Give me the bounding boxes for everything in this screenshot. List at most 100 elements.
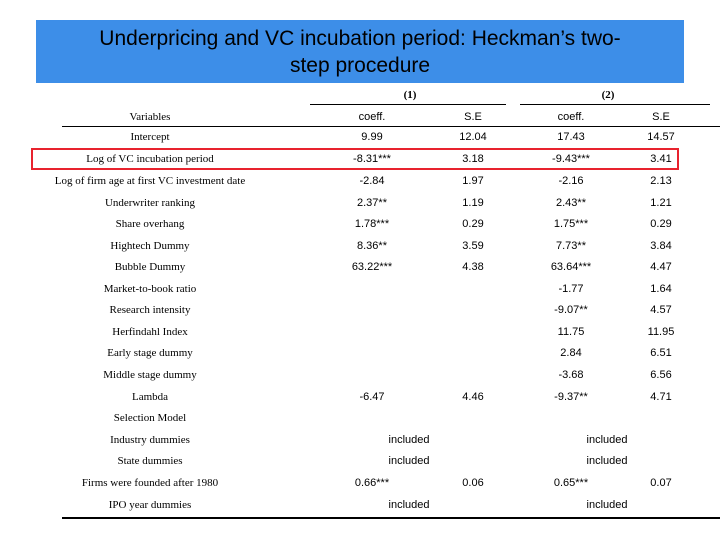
row-coeff-2: -3.68: [558, 369, 584, 381]
row-se-1: 3.59: [462, 240, 484, 252]
selection-model-2: included: [586, 499, 628, 511]
table-row: Herfindahl Index 11.75 11.95: [0, 326, 720, 342]
row-coeff-1: 2.37**: [357, 197, 387, 209]
row-coeff-2: -9.43***: [552, 153, 590, 165]
selection-row: State dummies included included: [0, 455, 720, 471]
slide-title-line-2: step procedure: [289, 54, 431, 77]
selection-row: IPO year dummies included included: [0, 499, 720, 515]
row-se-1: 12.04: [459, 131, 487, 143]
table-row: Middle stage dummy -3.68 6.56: [0, 369, 720, 385]
selection-row: Industry dummies included included: [0, 434, 720, 450]
row-se-2: 1.21: [650, 197, 672, 209]
row-coeff-1: -8.31***: [353, 153, 391, 165]
model-1-heading: (1): [403, 89, 417, 101]
header-coeff-2: coeff.: [557, 111, 585, 123]
row-label: Bubble Dummy: [114, 261, 186, 273]
header-variables: Variables: [129, 111, 171, 123]
row-coeff-1: 1.78***: [354, 218, 390, 230]
table-row: Bubble Dummy 63.22*** 4.38 63.64*** 4.47: [0, 261, 720, 277]
table-row: Log of firm age at first VC investment d…: [0, 175, 720, 191]
table-row: Lambda -6.47 4.46 -9.37** 4.71: [0, 391, 720, 407]
row-se-2: 3.84: [650, 240, 672, 252]
row-coeff-1: 8.36**: [357, 240, 387, 252]
header-rule: [62, 126, 720, 127]
row-coeff-2: 17.43: [557, 131, 585, 143]
row-se-2: 6.51: [650, 347, 672, 359]
row-se-2: 1.64: [650, 283, 672, 295]
row-se-2: 4.57: [650, 304, 672, 316]
selection-model-1: included: [388, 434, 430, 446]
selection-row-label: Firms were founded after 1980: [81, 477, 219, 489]
selection-model-1: included: [388, 499, 430, 511]
header-coeff-1: coeff.: [358, 111, 386, 123]
selection-se-1: 0.06: [462, 477, 484, 489]
row-coeff-2: 1.75***: [553, 218, 589, 230]
row-se-2: 14.57: [647, 131, 675, 143]
row-coeff-2: 2.43**: [556, 197, 586, 209]
row-label: Intercept: [130, 131, 170, 143]
selection-model-2: included: [586, 434, 628, 446]
row-coeff-1: 63.22***: [351, 261, 393, 273]
row-se-2: 6.56: [650, 369, 672, 381]
row-coeff-2: -9.37**: [554, 391, 588, 403]
row-coeff-2: 7.73**: [556, 240, 586, 252]
row-se-2: 3.41: [650, 153, 672, 165]
row-coeff-2: 11.75: [557, 326, 585, 338]
table-row: Log of VC incubation period -8.31*** 3.18 -…: [0, 153, 720, 169]
row-label: Hightech Dummy: [110, 240, 190, 252]
row-se-2: 0.29: [650, 218, 672, 230]
row-label: Underwriter ranking: [104, 197, 196, 209]
row-coeff-2: -2.16: [558, 175, 584, 187]
selection-model-1: included: [388, 455, 430, 467]
row-label: Lambda: [131, 391, 169, 403]
row-se-2: 4.71: [650, 391, 672, 403]
slide-title: Underpricing and VC incubation period: H…: [36, 20, 684, 83]
table-bottom-rule: [62, 517, 720, 519]
row-se-2: 11.95: [647, 326, 675, 338]
table-row: Underwriter ranking 2.37** 1.19 2.43** 1.21: [0, 197, 720, 213]
selection-model-2: 0.65***: [553, 477, 589, 489]
row-label: Market-to-book ratio: [103, 283, 197, 295]
row-label: Research intensity: [109, 304, 191, 316]
row-coeff-2: 63.64***: [550, 261, 592, 273]
row-label: Share overhang: [115, 218, 185, 230]
selection-row-label: Industry dummies: [110, 434, 190, 446]
header-se-1: S.E: [464, 111, 482, 123]
selection-row-label: IPO year dummies: [108, 499, 192, 511]
selection-model-1: 0.66***: [354, 477, 390, 489]
row-se-2: 4.47: [650, 261, 672, 273]
row-se-1: 4.46: [462, 391, 484, 403]
table-header-row: Variables coeff. S.E coeff. S.E: [0, 111, 720, 127]
highlight-box: [31, 148, 679, 170]
model-2-rule: [520, 104, 710, 105]
selection-se-2: 0.07: [650, 477, 672, 489]
selection-row-label: State dummies: [117, 455, 183, 467]
table-row: Hightech Dummy 8.36** 3.59 7.73** 3.84: [0, 240, 720, 256]
row-label: Early stage dummy: [107, 347, 193, 359]
header-se-2: S.E: [652, 111, 670, 123]
row-se-2: 2.13: [650, 175, 672, 187]
model-2-heading: (2): [601, 89, 615, 101]
row-label: Middle stage dummy: [103, 369, 197, 381]
selection-model-2: included: [586, 455, 628, 467]
table-row: Intercept 9.99 12.04 17.43 14.57: [0, 131, 720, 147]
table-row: Research intensity -9.07** 4.57: [0, 304, 720, 320]
table-row: Share overhang 1.78*** 0.29 1.75*** 0.29: [0, 218, 720, 234]
row-se-1: 1.19: [462, 197, 484, 209]
selection-heading-label: Selection Model: [113, 412, 187, 424]
row-se-1: 4.38: [462, 261, 484, 273]
row-se-1: 3.18: [462, 153, 484, 165]
row-label: Log of VC incubation period: [86, 153, 214, 165]
selection-row: Firms were founded after 1980 0.66*** 0.06…: [0, 477, 720, 493]
row-coeff-1: -6.47: [359, 391, 385, 403]
row-label: Log of firm age at first VC investment d…: [54, 175, 246, 187]
row-label: Herfindahl Index: [112, 326, 188, 338]
table-row: Market-to-book ratio -1.77 1.64: [0, 283, 720, 299]
table-row: Early stage dummy 2.84 6.51: [0, 347, 720, 363]
row-coeff-2: 2.84: [560, 347, 582, 359]
row-coeff-2: -9.07**: [554, 304, 588, 316]
row-se-1: 1.97: [462, 175, 484, 187]
row-coeff-2: -1.77: [558, 283, 584, 295]
slide-title-line-1: Underpricing and VC incubation period: H…: [99, 27, 621, 50]
row-coeff-1: 9.99: [361, 131, 383, 143]
